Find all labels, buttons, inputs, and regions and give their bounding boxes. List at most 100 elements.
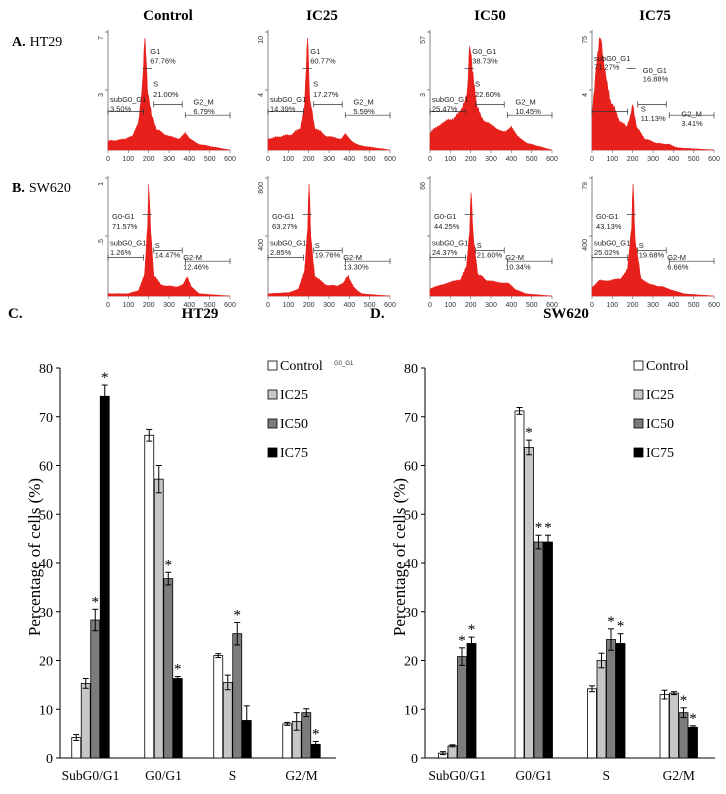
legend-swatch-ic75 <box>633 447 644 458</box>
bar-chart-y-tick-label: 10 <box>404 703 418 718</box>
panel-label-d: D. <box>370 306 385 322</box>
legend-swatch-ic75 <box>267 447 278 458</box>
bar-ic50 <box>301 712 312 759</box>
histogram-x-tick-label: 600 <box>224 302 236 309</box>
histogram-gate-label: G1 <box>310 47 320 56</box>
histogram-x-tick-label: 600 <box>708 156 720 163</box>
histogram-x-tick-label: 0 <box>590 302 594 309</box>
histogram-gate-label: subG0_G1 <box>594 54 630 63</box>
bar-ic50 <box>457 656 467 759</box>
histogram-x-tick-label: 100 <box>122 156 134 163</box>
significance-star: * <box>165 557 173 573</box>
bar-chart-y-tick-label: 70 <box>39 411 53 426</box>
histogram-gate-label: subG0_G1 <box>110 95 146 104</box>
legend-swatch-ic50 <box>633 418 644 429</box>
histogram-gate-label: G2-M <box>667 253 686 262</box>
significance-star: * <box>92 594 100 610</box>
column-header-ic75: IC75 <box>639 8 671 24</box>
bar-chart-y-tick-label: 30 <box>404 606 418 621</box>
histogram-gate-label: 16.88% <box>643 75 669 84</box>
histogram-gate-label: 19.68% <box>639 251 665 260</box>
histogram-y-mid-label: 4 <box>582 93 589 97</box>
histogram-profile <box>267 37 391 151</box>
histogram-x-tick-label: 400 <box>505 302 517 309</box>
histogram-y-max-label: 57 <box>420 36 427 44</box>
bar-chart-y-tick-label: 80 <box>39 362 53 377</box>
histogram-y-max-label: 66 <box>420 182 427 190</box>
legend-label-control: Control <box>646 359 689 374</box>
histogram-gate-label: 1.26% <box>110 248 132 257</box>
column-header-ic25: IC25 <box>306 8 338 24</box>
histogram-gate-label: 6.79% <box>193 107 215 116</box>
bar-ic75 <box>466 643 477 759</box>
bar-chart-category-label: SubG0/G1 <box>62 768 120 783</box>
histogram-x-tick-label: 200 <box>143 156 155 163</box>
histogram-gate-label: subG0_G1 <box>594 239 630 248</box>
bar-ic25 <box>447 745 458 759</box>
row-label-a-prefix: A. <box>12 35 26 50</box>
histogram-x-tick-label: 100 <box>282 302 294 309</box>
bar-ic25 <box>669 692 679 759</box>
row-label-b-text: SW620 <box>29 181 71 196</box>
histogram-gate-label: 60.77% <box>310 57 336 66</box>
histogram-gate-label: 21.60% <box>477 251 503 260</box>
histogram-x-tick-label: 500 <box>526 156 538 163</box>
bar-chart-y-tick-label: 70 <box>404 411 418 426</box>
histogram-x-tick-label: 0 <box>106 156 110 163</box>
histogram-gate-label: S <box>313 79 318 88</box>
histogram-x-tick-label: 100 <box>606 156 618 163</box>
legend-label-ic25: IC25 <box>280 388 308 403</box>
histogram-gate-label: G0-G1 <box>596 212 619 221</box>
histogram-gate-label: G0_G1 <box>643 66 667 75</box>
histogram-profile <box>429 192 553 297</box>
panel-label-c: C. <box>8 306 23 322</box>
legend-swatch-control <box>633 360 644 371</box>
bar-charts: HT29 0 10 20 30 40 50 60 70 80 Percentage of cells… <box>25 306 715 783</box>
histogram-x-tick-label: 200 <box>465 302 477 309</box>
bar-ic75 <box>172 678 183 759</box>
significance-star: * <box>312 726 320 742</box>
bar-chart-ht29: HT29 0 10 20 30 40 50 60 70 80 Percentage of cells… <box>25 306 336 783</box>
histogram-profile <box>107 183 231 297</box>
histogram-x-tick-label: 0 <box>428 156 432 163</box>
histogram-gate-label: G2_M <box>193 97 213 106</box>
histogram-x-tick-label: 400 <box>667 156 679 163</box>
histogram-y-mid-label: 400 <box>582 239 589 251</box>
bar-chart-y-tick-label: 60 <box>404 460 418 475</box>
histogram-x-tick-label: 400 <box>183 302 195 309</box>
bar-ic50 <box>90 619 101 759</box>
histogram-gate-label: 3.50% <box>110 105 132 114</box>
histogram-x-tick-label: 500 <box>364 302 376 309</box>
histogram-gate-label: G2_M <box>515 97 535 106</box>
histogram-gate-label: G0-G1 <box>112 212 135 221</box>
histogram-x-tick-label: 100 <box>444 156 456 163</box>
legend-label-ic75: IC75 <box>280 446 308 461</box>
bar-chart-title: SW620 <box>543 306 589 322</box>
bar-control <box>587 688 597 759</box>
bar-ic75 <box>688 726 698 759</box>
bar-ic50 <box>533 541 544 759</box>
histogram-gate-label: G2-M <box>343 253 362 262</box>
histogram-gate-label: G2_M <box>681 109 701 118</box>
bar-chart-y-axis-label: Percentage of cells (%) <box>25 478 44 636</box>
bar-chart-y-tick-label: 50 <box>404 508 418 523</box>
histogram-gate-label: 10.45% <box>515 107 541 116</box>
bar-chart-y-tick-label: 80 <box>404 362 418 377</box>
row-label-a-text: HT29 <box>30 35 63 50</box>
histogram-x-tick-label: 600 <box>384 156 396 163</box>
histogram-gate-label: S <box>641 105 646 114</box>
histogram-gate-label: 24.37% <box>432 248 458 257</box>
row-label-b-prefix: B. <box>12 181 25 196</box>
histogram-gate-label: 44.25% <box>434 222 460 231</box>
bar-chart-y-axis-label: Percentage of cells (%) <box>390 478 409 636</box>
significance-star: * <box>544 520 552 536</box>
histogram-gate-label: 2.85% <box>270 248 292 257</box>
bar-chart-y-tick-label: 10 <box>39 703 53 718</box>
histogram-profile <box>267 183 391 297</box>
histogram-x-tick-label: 300 <box>647 302 659 309</box>
bar-chart-y-tick-label: 30 <box>39 606 53 621</box>
histogram-gate-label: 10.34% <box>505 263 531 272</box>
